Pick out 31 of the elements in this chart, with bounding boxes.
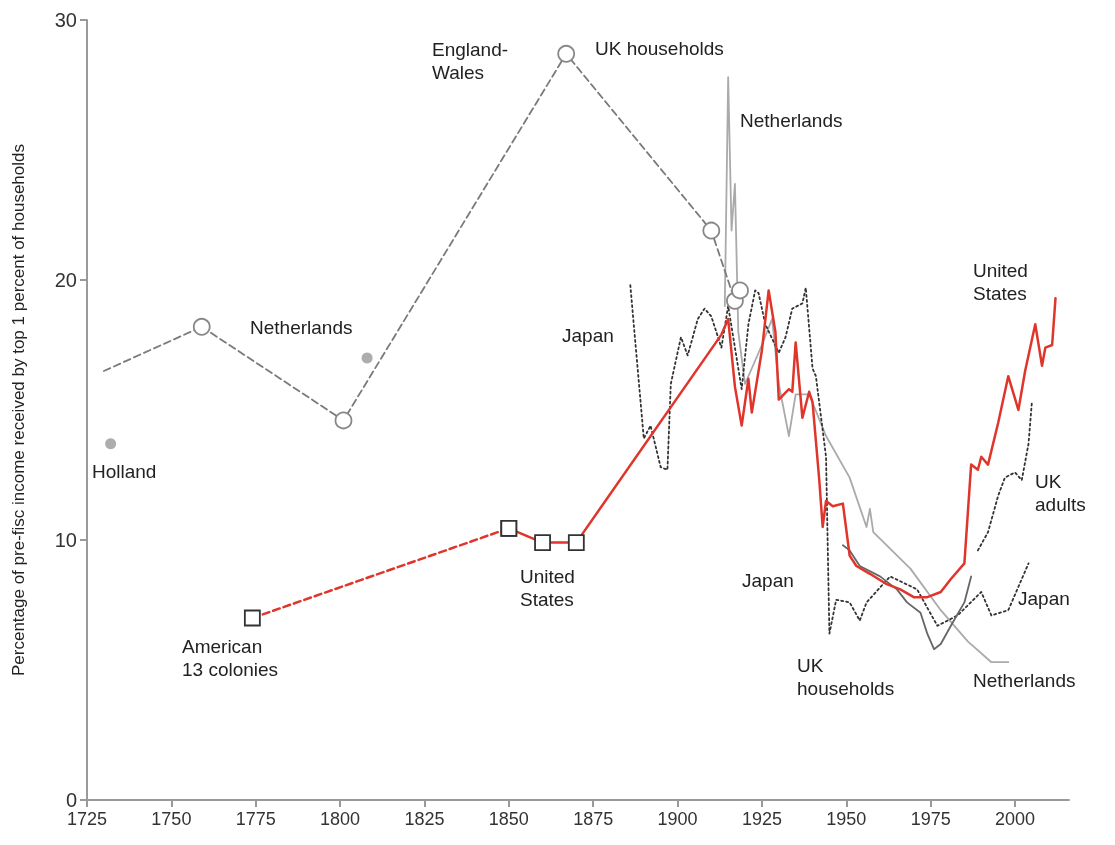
annotation: England- Wales — [432, 39, 509, 83]
x-tick-label: 1975 — [910, 809, 951, 829]
x-tick-label: 1800 — [320, 809, 361, 829]
annotation: Japan — [562, 324, 614, 346]
x-tick-label: 1925 — [741, 809, 782, 829]
x-tick-label: 1775 — [235, 809, 276, 829]
x-tick-label: 1850 — [488, 809, 529, 829]
annotation: Netherlands — [973, 669, 1076, 691]
annotation: Netherlands — [250, 316, 353, 338]
annotation: United States — [973, 260, 1028, 304]
annotation: Holland — [92, 460, 157, 482]
x-tick-label: 1875 — [573, 809, 614, 829]
y-tick-label: 20 — [54, 269, 77, 291]
y-tick-label: 30 — [54, 9, 77, 31]
annotation: United States — [520, 566, 575, 610]
y-tick-label: 0 — [65, 789, 77, 811]
annotation: American 13 colonies — [182, 636, 279, 680]
x-tick-label: 1825 — [404, 809, 445, 829]
annotation: UK households — [797, 655, 895, 699]
annotation: Japan — [1018, 587, 1070, 609]
x-tick-label: 1950 — [826, 809, 867, 829]
x-tick-label: 1900 — [657, 809, 698, 829]
x-tick-label: 2000 — [994, 809, 1036, 829]
annotation: UK households — [595, 37, 724, 59]
annotation: UK adults — [1035, 471, 1086, 515]
annotation: Japan — [742, 569, 794, 591]
x-tick-label: 1750 — [151, 809, 192, 829]
x-tick-label: 1725 — [66, 809, 108, 829]
y-axis-title: Percentage of pre-fisc income received by top 1 percent of households — [9, 143, 28, 677]
y-tick-label: 10 — [54, 529, 77, 551]
annotation: Netherlands — [740, 109, 843, 131]
